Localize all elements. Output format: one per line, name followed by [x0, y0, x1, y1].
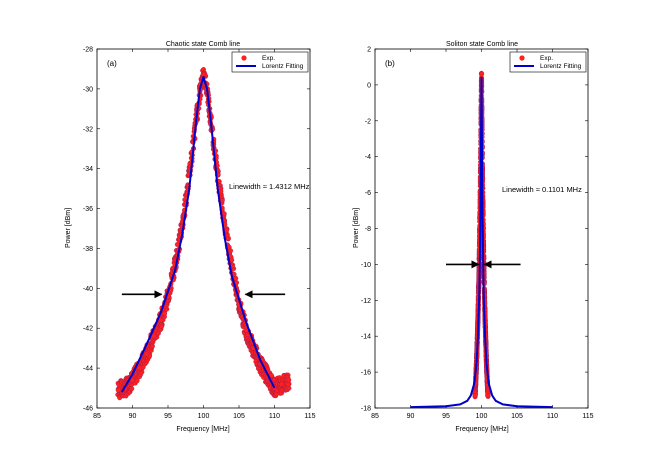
x-tick-label: 110 — [269, 413, 280, 420]
y-tick-label: -28 — [83, 47, 93, 54]
y-tick-label: -30 — [83, 86, 93, 93]
lorentz-fit-line — [410, 76, 553, 409]
y-tick-label: -46 — [83, 406, 93, 413]
exp-point — [115, 387, 121, 393]
y-tick-label: -10 — [361, 262, 371, 269]
lorentz-fit-line — [120, 75, 276, 393]
exp-data-point — [162, 311, 168, 316]
exp-data-point — [285, 381, 291, 387]
y-tick-label: -6 — [365, 190, 371, 197]
exp-data-point — [224, 227, 230, 233]
exp-point — [137, 365, 143, 371]
x-tick-label: 95 — [164, 413, 172, 420]
panel-b-plot-area — [410, 70, 553, 409]
x-tick-label: 85 — [371, 413, 379, 420]
panel-b-ylabel: Power [dBm] — [353, 208, 360, 248]
panel-a-label: (a) — [107, 59, 117, 68]
y-tick-label: -32 — [83, 126, 93, 133]
y-tick-label: -18 — [361, 406, 371, 413]
y-tick-label: -36 — [83, 206, 93, 213]
exp-point — [286, 377, 292, 383]
panel-a-ticks: 85 90 95 100 105 110 115 -46 -44 -42 -40 -38 -36 -34 -… — [83, 47, 316, 421]
x-tick-label: 85 — [93, 413, 101, 420]
y-tick-label: -8 — [365, 226, 371, 233]
panel-a-xlabel: Frequency [MHz] — [176, 426, 229, 433]
y-tick-label: -34 — [83, 166, 93, 173]
x-tick-label: 90 — [129, 413, 137, 420]
panel-a: Chaotic state Comb line 85 90 95 100 105 110 1… — [65, 41, 316, 433]
panel-a-legend-fit-label: Lorentz Fitting — [262, 63, 304, 70]
exp-point — [158, 317, 164, 323]
y-tick-label: -12 — [361, 298, 371, 305]
panel-b-label: (b) — [385, 59, 395, 68]
panel-a-linewidth-annotation: Linewidth ≈ 1.4312 MHz — [229, 182, 310, 191]
exp-point — [279, 381, 285, 387]
x-tick-label: 105 — [511, 413, 523, 420]
y-tick-label: -4 — [365, 154, 371, 161]
exp-data-point — [149, 343, 155, 349]
panel-b-linewidth-annotation: Linewidth ≈ 0.1101 MHz — [502, 185, 582, 194]
y-tick-label: -44 — [83, 366, 93, 373]
x-tick-label: 105 — [233, 413, 245, 420]
panel-b: Soliton state Comb line 85 90 95 100 105 110 1… — [353, 41, 594, 433]
panel-b-ticks: 85 90 95 100 105 110 115 -18 -16 -14 -12 -10 -8 -6 -4 -… — [361, 47, 594, 421]
x-tick-label: 115 — [304, 413, 315, 420]
panel-a-axes-frame — [96, 48, 311, 409]
panel-a-legend-exp-marker — [241, 55, 247, 61]
panel-b-legend-exp-marker — [519, 55, 525, 61]
y-tick-label: -38 — [83, 246, 93, 253]
panel-a-title: Chaotic state Comb line — [166, 41, 240, 48]
x-tick-label: 95 — [442, 413, 450, 420]
exp-data-point — [221, 211, 227, 217]
x-tick-label: 90 — [407, 413, 415, 420]
exp-point — [485, 392, 491, 398]
exp-point — [472, 392, 478, 398]
x-tick-label: 100 — [476, 413, 488, 420]
x-tick-label: 100 — [198, 413, 210, 420]
x-tick-label: 115 — [582, 413, 593, 420]
x-tick-label: 110 — [547, 413, 558, 420]
exp-data-point — [159, 323, 165, 329]
y-tick-label: -42 — [83, 326, 93, 333]
panel-a-legend-exp-label: Exp. — [262, 55, 275, 62]
exp-data-point — [233, 275, 239, 281]
exp-point — [144, 351, 150, 357]
panel-a-legend: Exp. Lorentz Fitting — [231, 51, 309, 73]
exp-data-point — [219, 198, 225, 203]
exp-data-point — [134, 378, 140, 384]
exp-point — [478, 71, 485, 77]
panel-a-plot-area — [115, 67, 292, 401]
panel-b-title: Soliton state Comb line — [446, 41, 518, 48]
y-tick-label: -16 — [361, 370, 371, 377]
exp-point — [151, 333, 157, 339]
exp-data-point — [225, 235, 231, 241]
y-tick-label: -2 — [365, 118, 371, 125]
panel-b-legend: Exp. Lorentz Fitting — [509, 51, 587, 73]
y-tick-label: 2 — [367, 47, 371, 54]
y-tick-label: -40 — [83, 286, 93, 293]
panel-a-ylabel: Power [dBm] — [65, 208, 72, 248]
panel-b-legend-exp-label: Exp. — [540, 55, 553, 62]
exp-data-point — [228, 248, 234, 254]
y-tick-label: -14 — [361, 334, 371, 341]
panel-b-legend-fit-label: Lorentz Fitting — [540, 63, 582, 70]
panel-b-xlabel: Frequency [MHz] — [455, 426, 508, 433]
exp-data-point — [129, 386, 135, 392]
y-tick-label: 0 — [367, 82, 371, 89]
